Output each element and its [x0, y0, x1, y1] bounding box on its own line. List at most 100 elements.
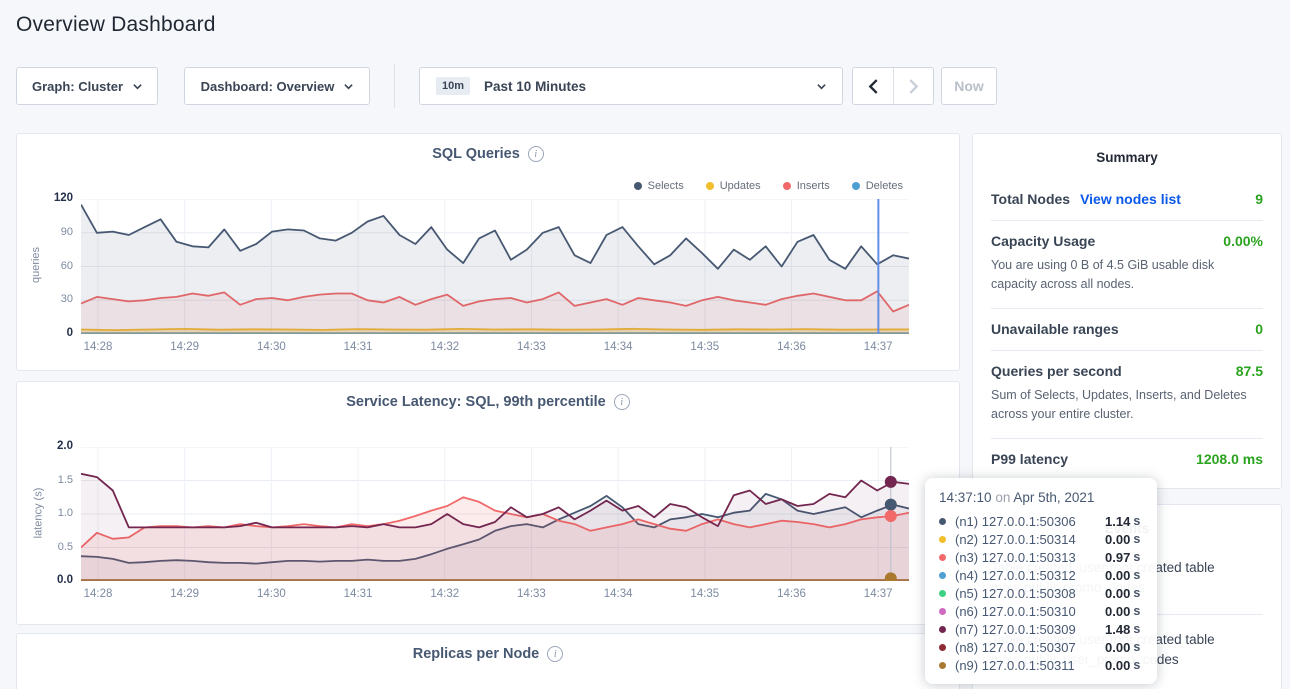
legend-item[interactable]: Deletes — [851, 180, 903, 192]
tooltip-node-value: 1.48 — [1105, 621, 1131, 637]
tooltip-timestamp: 14:37:10 on Apr 5th, 2021 — [939, 490, 1095, 505]
tooltip-node-value: 1.14 — [1105, 513, 1131, 529]
latency-svg — [81, 447, 909, 581]
summary-capacity: Capacity Usage 0.00% You are using 0 B o… — [991, 221, 1263, 309]
series-color-dot — [939, 643, 946, 651]
sql-queries-svg — [81, 199, 909, 334]
x-axis-tick: 14:31 — [343, 341, 373, 353]
tooltip-node-label: (n3) 127.0.0.1:50313 — [955, 549, 1076, 565]
tooltip-node-value: 0.97 — [1105, 549, 1131, 565]
x-axis-tick: 14:30 — [256, 588, 286, 600]
chart-hover-tooltip: 14:37:10 on Apr 5th, 2021 (n1) 127.0.0.1… — [925, 478, 1157, 684]
summary-p99: P99 latency 1208.0 ms — [991, 439, 1263, 480]
series-color-dot — [939, 553, 946, 561]
legend-color-dot — [633, 182, 642, 190]
series-color-dot — [939, 661, 946, 669]
time-step-buttons — [852, 67, 934, 105]
tooltip-node-label: (n6) 127.0.0.1:50310 — [955, 603, 1076, 619]
info-icon[interactable]: i — [527, 146, 544, 162]
sql-queries-card: SQL Queries i Selects Updates Inserts Delet… — [16, 133, 960, 371]
legend-label: Deletes — [865, 180, 903, 192]
tooltip-node-label: (n8) 127.0.0.1:50307 — [955, 639, 1076, 655]
tooltip-node-unit: s — [1133, 514, 1141, 528]
x-axis-tick: 14:28 — [83, 341, 113, 353]
legend-label: Selects — [647, 180, 684, 192]
latency-card: Service Latency: SQL, 99th percentile i … — [16, 381, 960, 625]
tooltip-node-label: (n2) 127.0.0.1:50314 — [955, 531, 1076, 547]
time-range-dropdown[interactable]: 10m Past 10 Minutes — [419, 67, 843, 105]
summary-unavailable-ranges: Unavailable ranges 0 — [991, 309, 1263, 351]
tooltip-node-label: (n9) 127.0.0.1:50311 — [955, 657, 1075, 673]
tooltip-row: (n4) 127.0.0.1:50312 0.00 s — [939, 566, 1143, 584]
tooltip-node-unit: s — [1133, 658, 1141, 672]
tooltip-row: (n2) 127.0.0.1:50314 0.00 s — [939, 530, 1143, 548]
sql-queries-plot[interactable] — [81, 199, 909, 334]
y-axis-tick: 60 — [60, 259, 73, 272]
legend-label: Updates — [719, 180, 761, 192]
tooltip-row: (n5) 127.0.0.1:50308 0.00 s — [939, 584, 1143, 602]
now-button-label: Now — [954, 78, 984, 94]
series-line — [81, 472, 909, 529]
info-icon[interactable]: i — [613, 394, 630, 410]
x-axis-tick: 14:37 — [863, 341, 893, 353]
tooltip-row: (n6) 127.0.0.1:50310 0.00 s — [939, 602, 1143, 620]
legend-item[interactable]: Inserts — [782, 180, 830, 192]
series-area — [81, 493, 909, 581]
hover-point — [884, 572, 897, 581]
total-nodes-label: Total Nodes — [991, 191, 1071, 207]
chevron-down-icon — [817, 83, 826, 89]
sql-queries-legend: Selects Updates Inserts Deletes — [633, 180, 903, 192]
chevron-left-icon — [868, 78, 878, 94]
series-color-dot — [939, 607, 946, 615]
x-axis-tick: 14:35 — [690, 588, 720, 600]
legend-item[interactable]: Selects — [633, 180, 684, 192]
legend-color-dot — [851, 182, 860, 190]
tooltip-row: (n3) 127.0.0.1:50313 0.97 s — [939, 548, 1143, 566]
qps-label: Queries per second — [991, 362, 1122, 379]
chevron-right-icon — [909, 78, 919, 94]
total-nodes-value: 9 — [1255, 191, 1263, 207]
info-icon[interactable]: i — [547, 646, 564, 662]
capacity-label: Capacity Usage — [991, 233, 1096, 249]
dashboard-dropdown[interactable]: Dashboard: Overview — [184, 67, 370, 105]
x-axis-tick: 14:36 — [777, 341, 806, 353]
y-axis-tick: 2.0 — [57, 440, 73, 452]
graph-dropdown-label: Graph: Cluster — [31, 78, 123, 94]
series-area — [81, 204, 909, 334]
chevron-down-icon — [344, 83, 354, 89]
latency-plot[interactable] — [81, 447, 909, 581]
legend-color-dot — [705, 182, 714, 190]
tooltip-row: (n1) 127.0.0.1:50306 1.14 s — [939, 512, 1143, 530]
time-forward-button[interactable] — [893, 68, 933, 104]
toolbar-divider — [394, 64, 395, 108]
hover-point — [884, 498, 897, 511]
page-title: Overview Dashboard — [16, 13, 216, 36]
tooltip-node-unit: s — [1133, 550, 1141, 564]
p99-latency-value: 1208.0 ms — [1196, 450, 1263, 467]
series-area — [81, 291, 909, 334]
chevron-down-icon — [133, 83, 142, 89]
tooltip-node-value: 0.00 — [1105, 639, 1131, 655]
graph-dropdown[interactable]: Graph: Cluster — [16, 67, 158, 105]
sql-queries-title: SQL Queries — [432, 146, 520, 162]
now-button[interactable]: Now — [941, 67, 997, 105]
view-nodes-link[interactable]: View nodes list — [1080, 191, 1181, 207]
legend-item[interactable]: Updates — [705, 180, 761, 192]
y-axis-tick: 1.0 — [57, 507, 73, 519]
time-back-button[interactable] — [853, 68, 893, 104]
tooltip-node-label: (n1) 127.0.0.1:50306 — [955, 513, 1076, 529]
x-axis-tick: 14:32 — [430, 588, 460, 600]
x-axis-tick: 14:30 — [256, 341, 286, 353]
summary-total-nodes: Total Nodes View nodes list 9 — [991, 179, 1263, 221]
series-line — [81, 204, 909, 270]
summary-panel: Summary Total Nodes View nodes list 9 Ca… — [972, 133, 1282, 489]
series-color-dot — [939, 517, 946, 525]
qps-value: 87.5 — [1235, 362, 1263, 379]
tooltip-row: (n8) 127.0.0.1:50307 0.00 s — [939, 638, 1143, 656]
x-axis-tick: 14:36 — [777, 588, 806, 600]
series-color-dot — [939, 589, 946, 597]
unavailable-ranges-value: 0 — [1255, 320, 1263, 337]
tooltip-node-label: (n7) 127.0.0.1:50309 — [955, 621, 1076, 637]
series-area — [81, 473, 909, 581]
p99-latency-label: P99 latency — [991, 450, 1069, 467]
